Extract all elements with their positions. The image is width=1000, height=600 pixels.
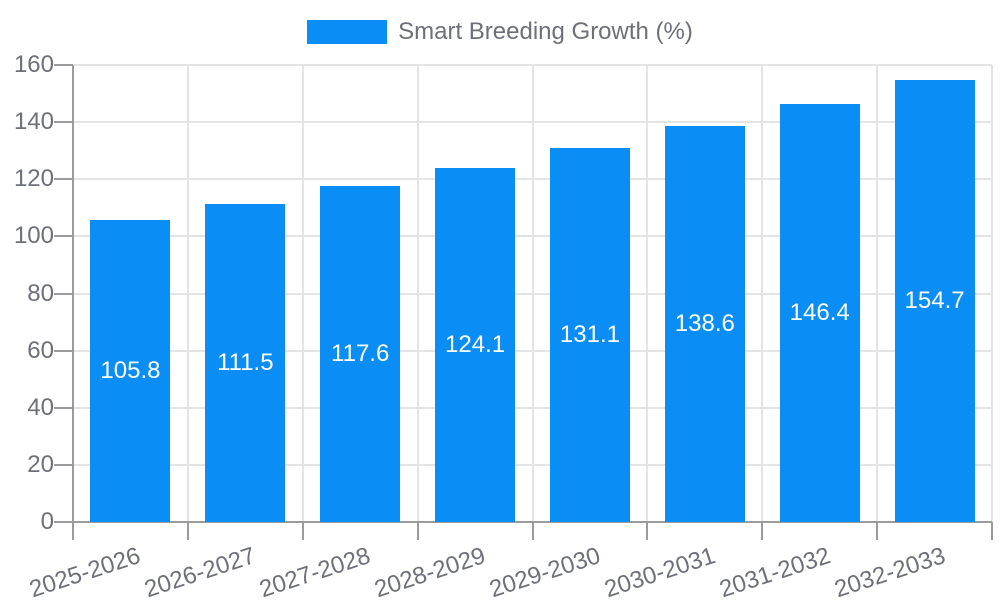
- y-tick-label: 160: [13, 51, 54, 78]
- bar[interactable]: [205, 203, 286, 522]
- bar[interactable]: [664, 126, 745, 522]
- legend[interactable]: Smart Breeding Growth (%): [0, 18, 1000, 46]
- y-tick: [54, 463, 73, 466]
- x-tick-label: 2027-2028: [256, 542, 374, 600]
- y-tick: [54, 521, 73, 523]
- x-tick-label: 2028-2029: [371, 542, 489, 600]
- x-gridline: [301, 65, 304, 522]
- bar-value-label: 154.7: [904, 287, 965, 315]
- x-gridline: [646, 65, 649, 522]
- y-tick-label: 60: [27, 336, 54, 364]
- y-tick: [54, 235, 73, 238]
- x-tick: [531, 522, 534, 540]
- bar[interactable]: [549, 147, 630, 522]
- x-tick: [301, 522, 304, 540]
- x-tick-label: 2030-2031: [601, 542, 719, 600]
- y-tick-label: 0: [40, 508, 54, 535]
- x-gridline: [991, 65, 993, 522]
- x-gridline: [761, 65, 764, 522]
- x-tick-label: 2032-2033: [830, 542, 949, 600]
- x-tick: [72, 522, 74, 540]
- y-tick-label: 40: [27, 393, 54, 421]
- y-axis-line: [72, 65, 74, 522]
- x-tick-label: 2029-2030: [486, 542, 604, 600]
- y-tick-label: 80: [27, 279, 54, 307]
- legend-swatch[interactable]: [307, 20, 388, 44]
- x-tick: [991, 522, 993, 540]
- y-tick: [54, 121, 73, 124]
- bar-value-label: 111.5: [217, 348, 274, 376]
- bar[interactable]: [90, 219, 171, 522]
- x-tick: [416, 522, 419, 540]
- bar[interactable]: [779, 103, 860, 522]
- bar-value-label: 105.8: [100, 356, 161, 384]
- x-gridline: [531, 65, 534, 522]
- x-tick: [646, 522, 649, 540]
- bar[interactable]: [894, 80, 975, 522]
- x-tick-label: 2031-2032: [715, 542, 834, 600]
- x-tick-label: 2026-2027: [141, 542, 260, 600]
- bar-value-label: 117.6: [331, 340, 390, 368]
- x-tick: [761, 522, 764, 540]
- y-tick-label: 100: [13, 222, 54, 250]
- x-gridline: [416, 65, 419, 522]
- bar[interactable]: [320, 186, 401, 522]
- x-gridline: [186, 65, 189, 522]
- y-tick: [54, 349, 73, 352]
- bar[interactable]: [435, 167, 516, 522]
- y-tick-label: 20: [27, 450, 54, 478]
- x-tick: [186, 522, 189, 540]
- y-tick: [54, 292, 73, 295]
- bar-value-label: 124.1: [445, 330, 506, 358]
- x-tick: [876, 522, 879, 540]
- y-tick: [54, 406, 73, 409]
- y-tick: [54, 178, 73, 181]
- bar-value-label: 131.1: [559, 320, 620, 348]
- y-tick: [54, 64, 73, 66]
- legend-label[interactable]: Smart Breeding Growth (%): [398, 18, 693, 45]
- y-tick-label: 120: [13, 165, 54, 193]
- x-gridline: [876, 65, 879, 522]
- bar-value-label: 146.4: [789, 298, 850, 326]
- y-tick-label: 140: [13, 108, 54, 136]
- bar-value-label: 138.6: [674, 310, 735, 338]
- x-tick-label: 2025-2026: [26, 542, 145, 600]
